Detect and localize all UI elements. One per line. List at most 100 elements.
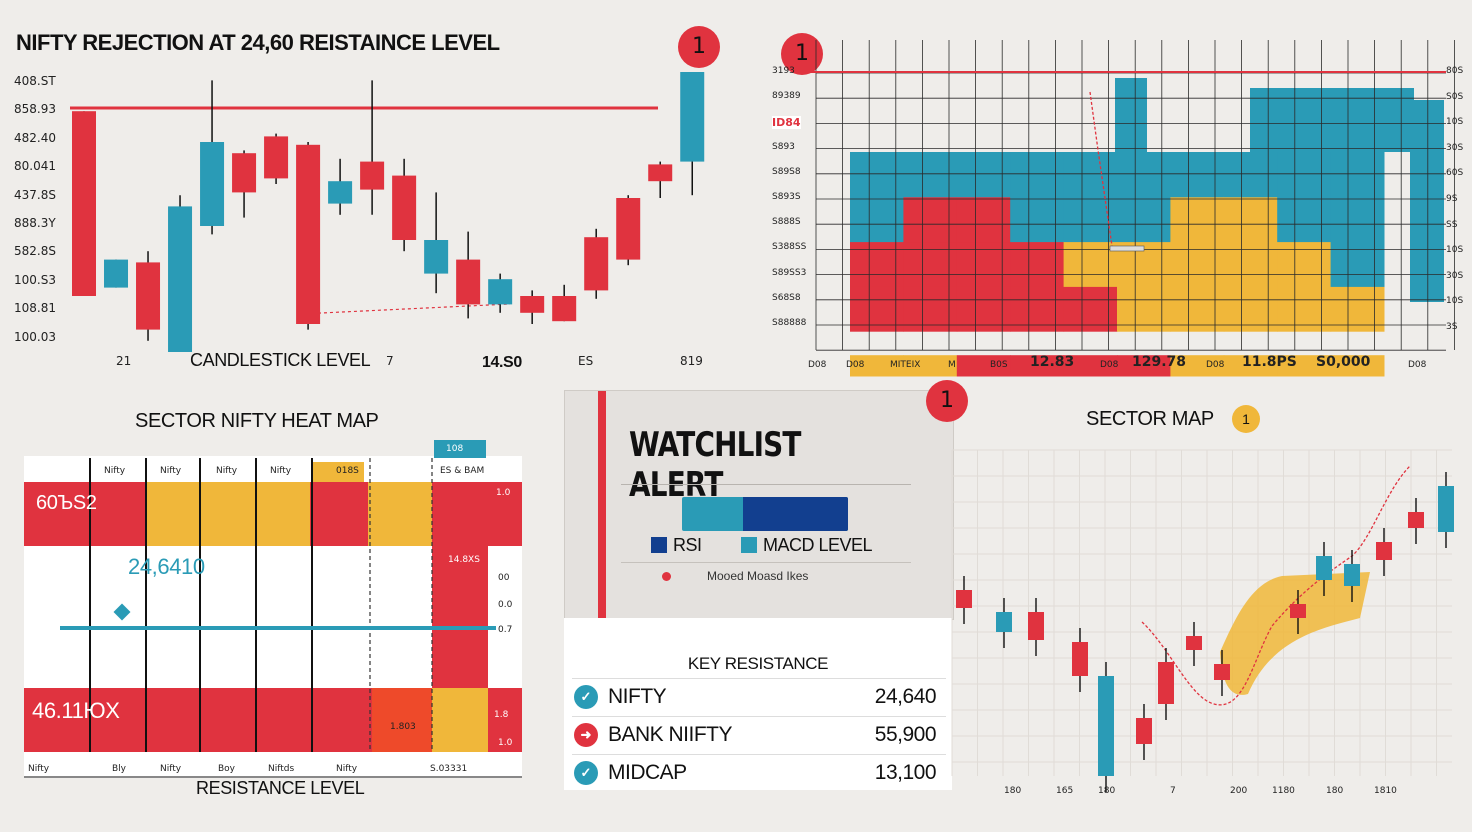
- candle-body: [104, 259, 129, 288]
- y-tick-label: 80.041: [14, 159, 56, 174]
- heat-cell: [1063, 241, 1118, 287]
- watchlist-footnote: Mooed Moasd Ikes: [707, 569, 809, 583]
- heat-cell: [1170, 355, 1225, 377]
- candle-body: [552, 296, 577, 322]
- heat-cell: [24, 688, 146, 752]
- level-badge: 108: [446, 444, 464, 454]
- heat-cell: [850, 152, 904, 198]
- watchlist-badge: 1: [926, 380, 968, 422]
- y-tick-label: 858.93: [14, 102, 56, 117]
- candle-body: [72, 111, 96, 296]
- x-tick-label: D08: [846, 360, 865, 370]
- x-tick-label: 180: [1326, 786, 1344, 796]
- candle-body: [136, 262, 161, 330]
- candle-body: [584, 237, 609, 291]
- chart3-title: SECTOR NIFTY HEAT MAP: [135, 410, 379, 432]
- x-tick-label: D08: [1100, 360, 1119, 370]
- support-dashed-line: [299, 303, 511, 315]
- heat-cell: [903, 286, 958, 332]
- check-icon: ✓: [574, 685, 598, 709]
- candle-body: [996, 612, 1012, 632]
- right-tick-label: 80S: [1446, 66, 1464, 76]
- x-tick-label: D08: [1206, 360, 1225, 370]
- candle-body: [648, 164, 673, 182]
- x-tick-label: Niftds: [268, 764, 295, 774]
- resistance-row[interactable]: ➜ BANK NIIFTY 55,900: [572, 716, 946, 753]
- chart4-badge: 1: [1232, 405, 1260, 433]
- heat-cell: [1223, 241, 1278, 287]
- cell-annotation: 1.8: [494, 710, 509, 720]
- left-tick-label: 89389: [772, 91, 801, 102]
- heat-cell: [1170, 196, 1225, 243]
- cell-annotation: 00: [498, 573, 510, 583]
- chart1-title: NIFTY REJECTION AT 24,60 REISTAINCE LEVE…: [16, 30, 500, 55]
- heat-cell: [850, 196, 904, 243]
- y-tick-label: 408.ST: [14, 74, 56, 88]
- right-tick-label: 10S: [1446, 245, 1464, 256]
- right-tick-label: 30S: [1446, 270, 1464, 281]
- cell-annotation: 1.0: [498, 738, 513, 748]
- heat-cell: [1117, 355, 1171, 377]
- x-tick-label: 21: [116, 354, 132, 368]
- candle-body: [1158, 662, 1174, 704]
- right-tick-label: 9S: [1446, 194, 1458, 204]
- candle-body: [1438, 486, 1454, 532]
- level-marker: [113, 603, 131, 621]
- x-axis-band: [24, 752, 522, 778]
- resistance-name: MIDCAP: [608, 761, 687, 784]
- candle-body: [520, 296, 545, 313]
- y-tick-label: 582.8S: [14, 244, 56, 259]
- x-tick-label: MITEIX: [890, 360, 921, 370]
- heat-cell: [310, 482, 368, 546]
- x-tick-label: M: [948, 360, 956, 370]
- heat-cell: [956, 241, 1011, 287]
- x-tick-label: Bly: [112, 764, 127, 774]
- heat-cell: [903, 355, 958, 377]
- heat-cell: [1223, 152, 1278, 198]
- candle-body: [1028, 612, 1044, 640]
- left-tick-label: S893: [772, 141, 795, 152]
- column-header: Nifty: [104, 466, 126, 476]
- left-tick-label: S888S: [772, 217, 801, 228]
- candle-body: [1376, 542, 1392, 560]
- legend-rsi-swatch: [651, 537, 667, 553]
- heat-cell: [434, 440, 486, 458]
- y-tick-label: 437.8S: [14, 187, 56, 202]
- x-tick-label: S.03331: [430, 764, 468, 774]
- y-tick-label: 100.S3: [14, 272, 56, 287]
- right-tick-label: SS: [1446, 219, 1458, 230]
- y-tick-label: 888.3Y: [14, 216, 56, 230]
- candle-body: [296, 144, 321, 324]
- resistance-value: 55,900: [874, 723, 937, 746]
- candle-body: [1290, 604, 1306, 618]
- heat-cell: [146, 688, 372, 752]
- heat-cell: [1010, 152, 1065, 198]
- y-tick-label: 108.81: [14, 301, 56, 316]
- heat-cell: [1277, 241, 1332, 287]
- candle-body: [424, 240, 449, 274]
- resistance-name: NIFTY: [608, 685, 667, 708]
- column-header: ES & BAM: [440, 466, 485, 476]
- heat-cell: [1277, 152, 1332, 198]
- candle-body: [1316, 556, 1332, 580]
- cell-annotation: 0.0: [498, 600, 513, 610]
- resistance-name: BANK NIIFTY: [608, 723, 733, 746]
- x-tick-label: 180: [1004, 786, 1022, 796]
- heat-cell: [368, 482, 432, 546]
- heat-cell: [1330, 286, 1385, 332]
- heat-cell: [488, 688, 522, 752]
- candle-body: [488, 279, 513, 305]
- candle-body: [168, 206, 193, 352]
- cell-annotation: 14.8XS: [448, 555, 480, 565]
- row-label: 46.11ЮX: [32, 698, 120, 723]
- candle-body: [1136, 718, 1152, 744]
- resistance-row[interactable]: ✓ NIFTY 24,640: [572, 678, 946, 715]
- watchlist-card[interactable]: WATCHLIST ALERT RSI MACD LEVEL Mooed Moa…: [564, 390, 954, 620]
- candle-body: [616, 198, 641, 260]
- x-tick-label: 1810: [1374, 786, 1397, 796]
- rsi-level-fill: [743, 497, 848, 531]
- left-tick-label: S388SS: [772, 242, 807, 253]
- resistance-row[interactable]: ✓ MIDCAP 13,100: [572, 754, 946, 791]
- x-tick-label: Nifty: [336, 764, 358, 774]
- right-tick-label: 10S: [1446, 296, 1464, 307]
